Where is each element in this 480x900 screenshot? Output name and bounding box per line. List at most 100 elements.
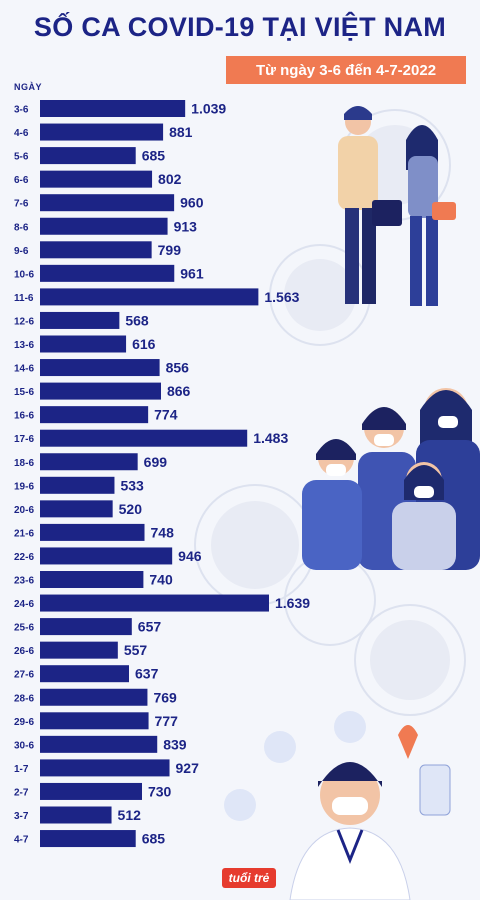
tick-label: 4-6	[14, 128, 29, 139]
bar	[40, 476, 115, 494]
tick-label: 27-6	[14, 670, 34, 681]
tick-label: 13-6	[14, 340, 34, 351]
data-label: 1.039	[191, 101, 226, 117]
tick-label: 25-6	[14, 623, 34, 634]
data-label: 799	[158, 242, 182, 258]
data-label: 616	[132, 336, 156, 352]
data-label: 866	[167, 383, 191, 399]
data-label: 777	[155, 713, 179, 729]
bar	[40, 100, 186, 117]
data-label: 685	[142, 148, 166, 164]
bar	[40, 735, 158, 753]
data-label: 557	[124, 642, 148, 658]
bar	[40, 594, 269, 612]
bar	[40, 688, 148, 706]
tick-label: 30-6	[14, 740, 34, 751]
bar	[40, 641, 118, 659]
data-label: 512	[118, 807, 142, 823]
tick-label: 14-6	[14, 364, 34, 375]
bar	[40, 288, 259, 306]
data-label: 769	[153, 689, 177, 705]
bar	[40, 147, 136, 165]
bar	[40, 453, 138, 471]
tick-label: 3-7	[14, 811, 29, 822]
bar	[40, 241, 152, 259]
bar	[40, 523, 145, 541]
bar	[40, 712, 149, 730]
tick-label: 5-6	[14, 152, 29, 163]
bar	[40, 264, 175, 282]
tick-label: 1-7	[14, 764, 29, 775]
tick-label: 12-6	[14, 316, 34, 327]
tuoi-tre-logo: tuổi trẻ	[222, 868, 276, 888]
data-label: 927	[176, 760, 200, 776]
bar	[40, 782, 142, 800]
tick-label: 7-6	[14, 199, 29, 210]
bar	[40, 429, 248, 447]
tick-label: 16-6	[14, 411, 34, 422]
data-label: 685	[142, 831, 166, 847]
bar	[40, 170, 153, 188]
tick-label: 15-6	[14, 387, 34, 398]
couple-illustration	[338, 106, 456, 306]
tick-label: 4-7	[14, 835, 29, 846]
data-label: 802	[158, 171, 182, 187]
tick-label: 9-6	[14, 246, 29, 257]
data-label: 730	[148, 783, 172, 799]
bar	[40, 571, 144, 588]
tick-label: 20-6	[14, 505, 34, 516]
date-range-badge: Từ ngày 3-6 đến 4-7-2022	[226, 56, 466, 84]
tick-label: 24-6	[14, 599, 34, 610]
tick-label: 11-6	[14, 293, 34, 304]
bar	[40, 123, 164, 141]
y-axis-header: NGÀY	[14, 82, 43, 92]
logo-text: tuổi trẻ	[228, 871, 270, 885]
page-title: SỐ CA COVID-19 TẠI VIỆT NAM	[33, 12, 447, 42]
data-label: 1.563	[264, 289, 299, 305]
data-label: 533	[120, 477, 144, 493]
data-label: 856	[166, 360, 190, 376]
bar	[40, 759, 170, 777]
tick-label: 19-6	[14, 481, 34, 492]
tick-label: 6-6	[14, 175, 29, 186]
tick-label: 28-6	[14, 693, 34, 704]
tick-label: 8-6	[14, 222, 29, 233]
bar	[40, 194, 175, 212]
bar	[40, 830, 136, 848]
tick-label: 22-6	[14, 552, 34, 563]
tick-label: 17-6	[14, 434, 34, 445]
data-label: 568	[125, 312, 149, 328]
bar	[40, 806, 112, 824]
data-label: 774	[154, 407, 178, 423]
data-label: 881	[169, 124, 193, 140]
bar	[40, 359, 160, 377]
data-label: 740	[149, 572, 173, 588]
data-label: 637	[135, 666, 159, 682]
bar	[40, 382, 161, 400]
data-label: 913	[174, 218, 198, 234]
bar	[40, 406, 149, 424]
data-label: 520	[119, 501, 143, 517]
bar	[40, 311, 120, 329]
tick-label: 29-6	[14, 717, 34, 728]
bar	[40, 500, 113, 518]
tick-label: 2-7	[14, 787, 29, 798]
data-label: 946	[178, 548, 202, 564]
data-label: 748	[151, 524, 175, 540]
bar	[40, 665, 130, 683]
tick-label: 10-6	[14, 269, 34, 280]
data-label: 1.483	[253, 430, 288, 446]
bar	[40, 547, 173, 565]
doctor-illustration	[224, 711, 451, 900]
tick-label: 26-6	[14, 646, 34, 657]
data-label: 1.639	[275, 595, 310, 611]
bar	[40, 335, 127, 353]
tick-label: 23-6	[14, 576, 34, 587]
data-label: 960	[180, 195, 204, 211]
tick-label: 3-6	[14, 105, 29, 116]
data-label: 699	[144, 454, 168, 470]
crowd-illustration	[302, 388, 480, 570]
data-label: 839	[163, 736, 187, 752]
